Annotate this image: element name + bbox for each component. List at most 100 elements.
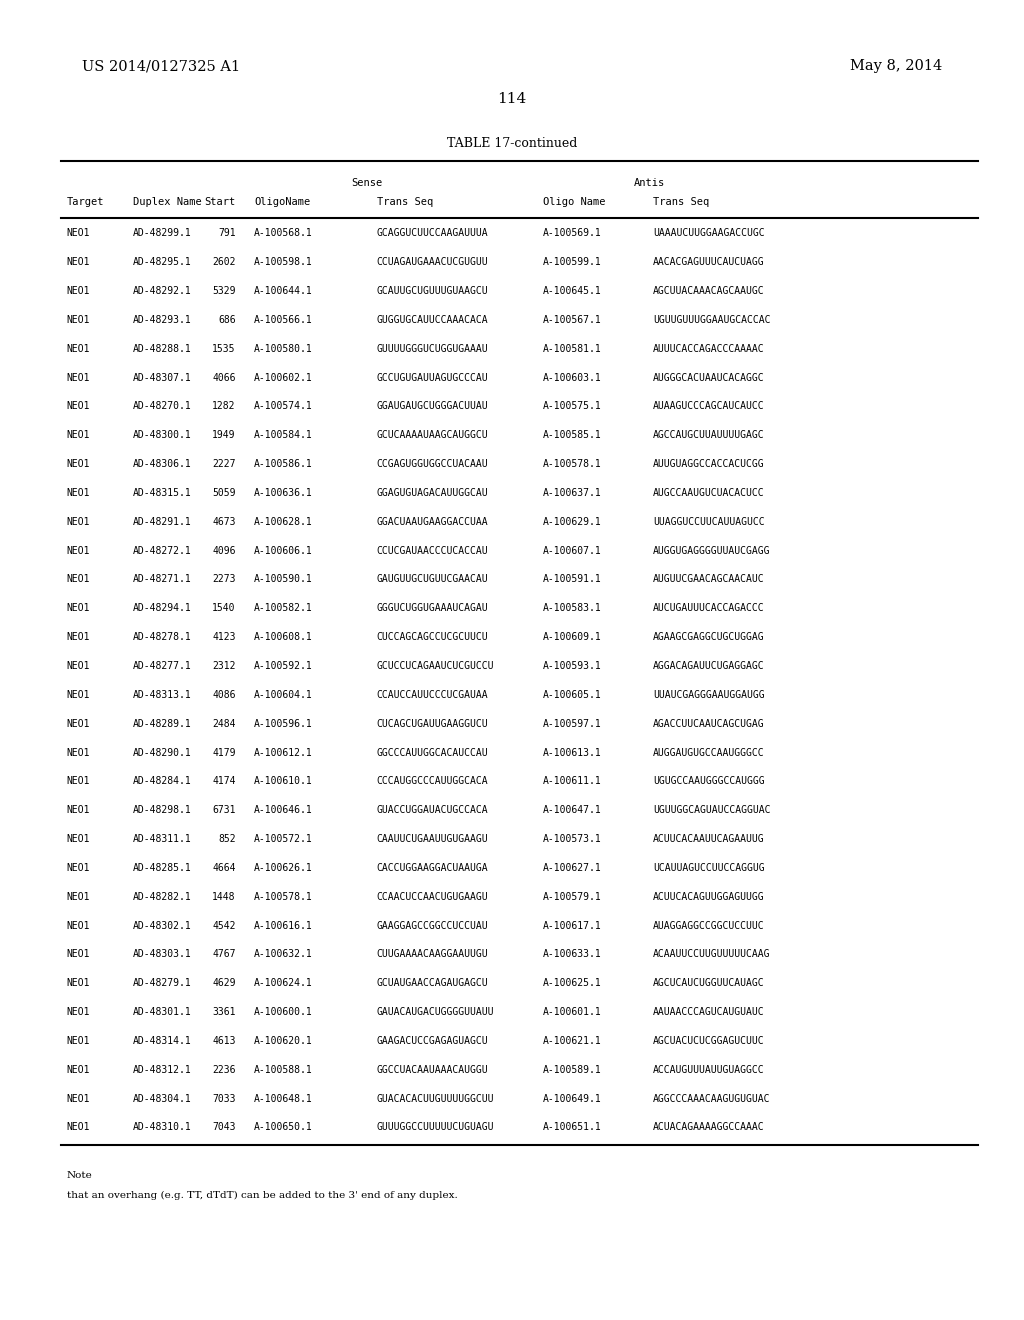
Text: GCAGGUCUUCCAAGAUUUA: GCAGGUCUUCCAAGAUUUA bbox=[377, 228, 488, 239]
Text: A-100626.1: A-100626.1 bbox=[254, 863, 312, 873]
Text: GGAUGAUGCUGGGACUUAU: GGAUGAUGCUGGGACUUAU bbox=[377, 401, 488, 412]
Text: Start: Start bbox=[204, 197, 236, 207]
Text: 4664: 4664 bbox=[212, 863, 236, 873]
Text: A-100572.1: A-100572.1 bbox=[254, 834, 312, 843]
Text: NEO1: NEO1 bbox=[67, 372, 90, 383]
Text: A-100591.1: A-100591.1 bbox=[543, 574, 601, 585]
Text: CUCAGCUGAUUGAAGGUCU: CUCAGCUGAUUGAAGGUCU bbox=[377, 718, 488, 729]
Text: NEO1: NEO1 bbox=[67, 863, 90, 873]
Text: 5059: 5059 bbox=[212, 488, 236, 498]
Text: CAAUUCUGAAUUGUGAAGU: CAAUUCUGAAUUGUGAAGU bbox=[377, 834, 488, 843]
Text: AD-48307.1: AD-48307.1 bbox=[133, 372, 191, 383]
Text: AD-48303.1: AD-48303.1 bbox=[133, 949, 191, 960]
Text: GCUCAAAAUAAGCAUGGCU: GCUCAAAAUAAGCAUGGCU bbox=[377, 430, 488, 441]
Text: AD-48284.1: AD-48284.1 bbox=[133, 776, 191, 787]
Text: AUGGAUGUGCCAAUGGGCC: AUGGAUGUGCCAAUGGGCC bbox=[653, 747, 765, 758]
Text: AD-48277.1: AD-48277.1 bbox=[133, 661, 191, 671]
Text: A-100598.1: A-100598.1 bbox=[254, 257, 312, 267]
Text: 2484: 2484 bbox=[212, 718, 236, 729]
Text: ACAAUUCCUUGUUUUUCAAG: ACAAUUCCUUGUUUUUCAAG bbox=[653, 949, 771, 960]
Text: 2602: 2602 bbox=[212, 257, 236, 267]
Text: UAAAUCUUGGAAGACCUGC: UAAAUCUUGGAAGACCUGC bbox=[653, 228, 765, 239]
Text: A-100578.1: A-100578.1 bbox=[254, 892, 312, 902]
Text: OligoName: OligoName bbox=[254, 197, 310, 207]
Text: GUUUGGCCUUUUUCUGUAGU: GUUUGGCCUUUUUCUGUAGU bbox=[377, 1122, 495, 1133]
Text: A-100599.1: A-100599.1 bbox=[543, 257, 601, 267]
Text: 7043: 7043 bbox=[212, 1122, 236, 1133]
Text: AD-48302.1: AD-48302.1 bbox=[133, 920, 191, 931]
Text: A-100636.1: A-100636.1 bbox=[254, 488, 312, 498]
Text: AGGCCCAAACAAGUGUGUAC: AGGCCCAAACAAGUGUGUAC bbox=[653, 1094, 771, 1104]
Text: CCUCGAUAACCCUCACCAU: CCUCGAUAACCCUCACCAU bbox=[377, 545, 488, 556]
Text: AUUUCACCAGACCCAAAAC: AUUUCACCAGACCCAAAAC bbox=[653, 343, 765, 354]
Text: NEO1: NEO1 bbox=[67, 1122, 90, 1133]
Text: A-100646.1: A-100646.1 bbox=[254, 805, 312, 816]
Text: A-100585.1: A-100585.1 bbox=[543, 430, 601, 441]
Text: GAAGACUCCGAGAGUAGCU: GAAGACUCCGAGAGUAGCU bbox=[377, 1036, 488, 1045]
Text: A-100575.1: A-100575.1 bbox=[543, 401, 601, 412]
Text: AD-48289.1: AD-48289.1 bbox=[133, 718, 191, 729]
Text: GCAUUGCUGUUUGUAAGCU: GCAUUGCUGUUUGUAAGCU bbox=[377, 286, 488, 296]
Text: UGUUGUUUGGAAUGCACCAC: UGUUGUUUGGAAUGCACCAC bbox=[653, 315, 771, 325]
Text: A-100600.1: A-100600.1 bbox=[254, 1007, 312, 1018]
Text: NEO1: NEO1 bbox=[67, 978, 90, 989]
Text: NEO1: NEO1 bbox=[67, 776, 90, 787]
Text: A-100581.1: A-100581.1 bbox=[543, 343, 601, 354]
Text: AD-48282.1: AD-48282.1 bbox=[133, 892, 191, 902]
Text: AD-48291.1: AD-48291.1 bbox=[133, 517, 191, 527]
Text: A-100609.1: A-100609.1 bbox=[543, 632, 601, 642]
Text: A-100624.1: A-100624.1 bbox=[254, 978, 312, 989]
Text: Oligo Name: Oligo Name bbox=[543, 197, 605, 207]
Text: GUACCUGGAUACUGCCACA: GUACCUGGAUACUGCCACA bbox=[377, 805, 488, 816]
Text: 1448: 1448 bbox=[212, 892, 236, 902]
Text: NEO1: NEO1 bbox=[67, 315, 90, 325]
Text: AGAAGCGAGGCUGCUGGAG: AGAAGCGAGGCUGCUGGAG bbox=[653, 632, 765, 642]
Text: AUGGUGAGGGGUUAUCGAGG: AUGGUGAGGGGUUAUCGAGG bbox=[653, 545, 771, 556]
Text: NEO1: NEO1 bbox=[67, 949, 90, 960]
Text: AD-48270.1: AD-48270.1 bbox=[133, 401, 191, 412]
Text: AD-48279.1: AD-48279.1 bbox=[133, 978, 191, 989]
Text: A-100629.1: A-100629.1 bbox=[543, 517, 601, 527]
Text: GGCCCAUUGGCACAUCCAU: GGCCCAUUGGCACAUCCAU bbox=[377, 747, 488, 758]
Text: 2236: 2236 bbox=[212, 1065, 236, 1074]
Text: Target: Target bbox=[67, 197, 104, 207]
Text: A-100625.1: A-100625.1 bbox=[543, 978, 601, 989]
Text: NEO1: NEO1 bbox=[67, 1007, 90, 1018]
Text: NEO1: NEO1 bbox=[67, 286, 90, 296]
Text: AUGGGCACUAAUCACAGGC: AUGGGCACUAAUCACAGGC bbox=[653, 372, 765, 383]
Text: GCUAUGAACCAGAUGAGCU: GCUAUGAACCAGAUGAGCU bbox=[377, 978, 488, 989]
Text: AD-48300.1: AD-48300.1 bbox=[133, 430, 191, 441]
Text: A-100617.1: A-100617.1 bbox=[543, 920, 601, 931]
Text: NEO1: NEO1 bbox=[67, 1094, 90, 1104]
Text: AGCUCAUCUGGUUCAUAGC: AGCUCAUCUGGUUCAUAGC bbox=[653, 978, 765, 989]
Text: CCAUCCAUUCCCUCGAUAA: CCAUCCAUUCCCUCGAUAA bbox=[377, 690, 488, 700]
Text: NEO1: NEO1 bbox=[67, 545, 90, 556]
Text: A-100597.1: A-100597.1 bbox=[543, 718, 601, 729]
Text: GAUACAUGACUGGGGUUAUU: GAUACAUGACUGGGGUUAUU bbox=[377, 1007, 495, 1018]
Text: GUUUUGGGUCUGGUGAAAU: GUUUUGGGUCUGGUGAAAU bbox=[377, 343, 488, 354]
Text: Trans Seq: Trans Seq bbox=[653, 197, 710, 207]
Text: A-100592.1: A-100592.1 bbox=[254, 661, 312, 671]
Text: Sense: Sense bbox=[351, 178, 382, 189]
Text: AD-48310.1: AD-48310.1 bbox=[133, 1122, 191, 1133]
Text: 6731: 6731 bbox=[212, 805, 236, 816]
Text: A-100601.1: A-100601.1 bbox=[543, 1007, 601, 1018]
Text: ACUUCACAAUUCAGAAUUG: ACUUCACAAUUCAGAAUUG bbox=[653, 834, 765, 843]
Text: AD-48301.1: AD-48301.1 bbox=[133, 1007, 191, 1018]
Text: GGCCUACAAUAAACAUGGU: GGCCUACAAUAAACAUGGU bbox=[377, 1065, 488, 1074]
Text: NEO1: NEO1 bbox=[67, 488, 90, 498]
Text: AD-48278.1: AD-48278.1 bbox=[133, 632, 191, 642]
Text: A-100566.1: A-100566.1 bbox=[254, 315, 312, 325]
Text: A-100578.1: A-100578.1 bbox=[543, 459, 601, 469]
Text: A-100573.1: A-100573.1 bbox=[543, 834, 601, 843]
Text: A-100590.1: A-100590.1 bbox=[254, 574, 312, 585]
Text: AUGUUCGAACAGCAACAUC: AUGUUCGAACAGCAACAUC bbox=[653, 574, 765, 585]
Text: NEO1: NEO1 bbox=[67, 257, 90, 267]
Text: A-100584.1: A-100584.1 bbox=[254, 430, 312, 441]
Text: NEO1: NEO1 bbox=[67, 603, 90, 614]
Text: AD-48299.1: AD-48299.1 bbox=[133, 228, 191, 239]
Text: UGUGCCAAUGGGCCAUGGG: UGUGCCAAUGGGCCAUGGG bbox=[653, 776, 765, 787]
Text: 5329: 5329 bbox=[212, 286, 236, 296]
Text: A-100608.1: A-100608.1 bbox=[254, 632, 312, 642]
Text: AD-48292.1: AD-48292.1 bbox=[133, 286, 191, 296]
